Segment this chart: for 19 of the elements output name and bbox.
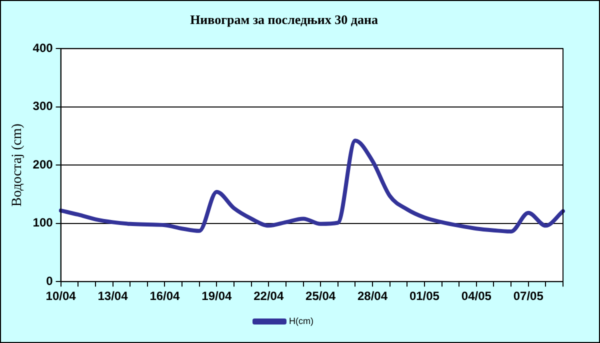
y-axis-title: Водостај (cm) [10,123,26,207]
x-tick-label: 07/05 [513,289,544,304]
x-tick-label: 16/04 [150,289,180,304]
x-tick-label: 10/04 [46,289,76,304]
y-tick-label: 400 [32,40,54,55]
x-tick-label: 13/04 [98,289,128,304]
x-tick-label: 28/04 [358,289,388,304]
y-tick-label: 300 [32,99,54,114]
x-tick-label: 22/04 [254,289,284,304]
y-tick-label: 0 [46,274,54,288]
chart-title: Нивограм за последњих 30 дана [190,12,378,28]
y-tick-label: 200 [32,157,54,172]
x-tick-label: 25/04 [306,289,336,304]
x-tick-label: 19/04 [202,289,232,304]
x-tick-label: 04/05 [461,289,492,304]
y-tick-label: 100 [32,216,54,230]
line-series [58,138,565,234]
legend-label: H(cm) [289,316,314,326]
x-tick-label: 01/05 [409,289,440,304]
